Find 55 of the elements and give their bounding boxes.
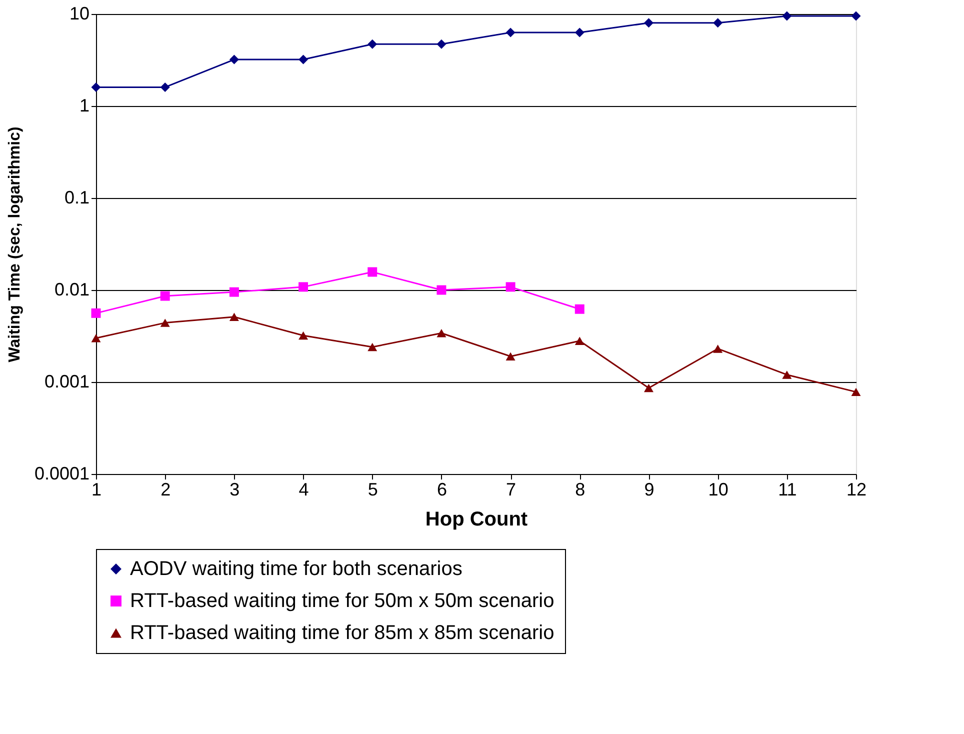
x-tick-label: 1 xyxy=(91,480,102,500)
legend-label: AODV waiting time for both scenarios xyxy=(130,558,462,580)
y-tick-label: 0.01 xyxy=(54,280,90,300)
point xyxy=(368,342,378,352)
x-tick-label: 6 xyxy=(436,480,447,500)
x-tick-label: 11 xyxy=(778,480,797,500)
point xyxy=(506,352,516,360)
point xyxy=(91,334,101,342)
y-axis-title: Waiting Time (sec, logarithmic) xyxy=(6,126,24,362)
x-tick-label: 12 xyxy=(846,480,867,500)
point xyxy=(436,285,446,295)
point xyxy=(574,336,584,345)
point xyxy=(782,370,792,379)
point xyxy=(298,331,308,340)
y-tick-label: 0.001 xyxy=(44,372,90,392)
point xyxy=(229,54,239,64)
point xyxy=(574,304,584,314)
x-tick-label: 7 xyxy=(506,480,516,500)
point xyxy=(229,287,239,297)
point xyxy=(713,18,723,28)
point xyxy=(298,282,308,292)
point xyxy=(368,39,378,49)
y-tick-label: 0.1 xyxy=(64,188,90,208)
legend-label: RTT-based waiting time for 85m x 85m scenario xyxy=(130,622,554,644)
x-tick-label: 3 xyxy=(230,480,240,500)
point xyxy=(91,82,101,92)
x-tick-label: 9 xyxy=(644,480,654,500)
point xyxy=(436,39,446,49)
point xyxy=(298,54,308,64)
x-tick-label: 10 xyxy=(708,480,728,500)
y-tick-label: 10 xyxy=(69,4,90,24)
point xyxy=(160,291,170,301)
point xyxy=(229,312,239,322)
x-tick-label: 5 xyxy=(368,480,378,500)
point xyxy=(782,11,792,21)
point xyxy=(851,388,861,396)
point xyxy=(644,384,654,392)
point xyxy=(506,282,516,292)
point xyxy=(160,318,170,327)
point xyxy=(91,308,101,318)
point xyxy=(506,28,516,38)
y-tick-label: 1 xyxy=(79,96,90,116)
point xyxy=(160,82,170,92)
point xyxy=(436,328,446,338)
legend-label: RTT-based waiting time for 50m x 50m scenario xyxy=(130,590,554,612)
x-tick-label: 4 xyxy=(298,480,309,500)
point xyxy=(713,344,723,353)
x-tick-label: 8 xyxy=(575,480,586,500)
x-tick-label: 2 xyxy=(160,480,171,500)
y-tick-label: 0.0001 xyxy=(34,464,90,484)
x-axis-title: Hop Count xyxy=(425,508,528,530)
point xyxy=(574,28,584,38)
point xyxy=(644,18,654,28)
point xyxy=(851,11,861,21)
point xyxy=(368,267,378,277)
